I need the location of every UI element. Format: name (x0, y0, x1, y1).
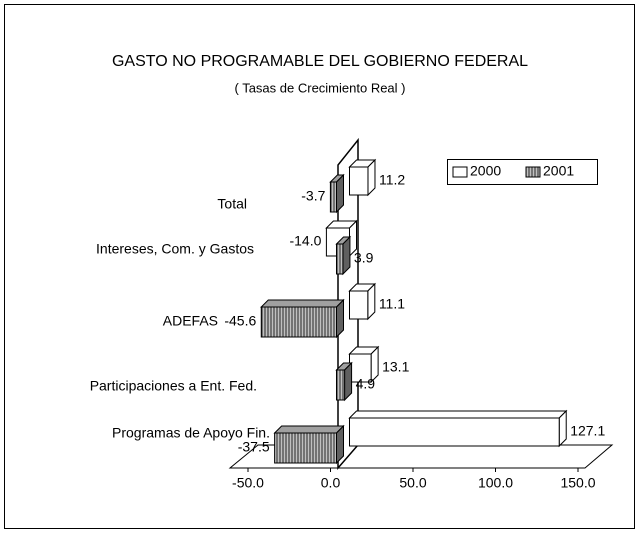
bar-side (336, 298, 344, 339)
chart-subtitle: ( Tasas de Crecimiento Real ) (235, 80, 406, 95)
bar-side (344, 361, 353, 402)
value-label: 13.1 (382, 359, 409, 375)
x-tick-label: 150.0 (560, 475, 595, 491)
chart-title: GASTO NO PROGRAMABLE DEL GOBIERNO FEDERA… (112, 53, 528, 70)
legend-label: 2001 (543, 163, 574, 179)
bar (349, 290, 369, 320)
bar (329, 181, 337, 213)
x-tick-label: 0.0 (321, 475, 341, 491)
value-label: 11.1 (379, 296, 405, 312)
value-label: -45.6 (224, 313, 256, 329)
bar-top (273, 425, 345, 434)
bar-top (348, 410, 568, 419)
bar (260, 306, 338, 338)
legend-swatch (525, 166, 541, 178)
category-label: Participaciones a Ent. Fed. (90, 378, 257, 394)
value-label: 3.9 (354, 250, 374, 266)
category-label: ADEFAS (163, 313, 218, 329)
legend-label: 2000 (470, 163, 501, 179)
bar (349, 417, 560, 447)
bar-side (558, 409, 567, 448)
bar-side (342, 235, 351, 276)
legend (447, 159, 598, 185)
x-tick-label: -50.0 (232, 475, 264, 491)
category-label: Intereses, Com. y Gastos (96, 241, 254, 257)
value-label: -37.5 (238, 439, 270, 455)
value-label: 11.2 (379, 172, 405, 188)
x-tick-label: 100.0 (478, 475, 513, 491)
bar-side (367, 158, 376, 197)
bar (349, 166, 369, 196)
value-label: -3.7 (301, 188, 325, 204)
bar-side (336, 173, 344, 214)
bar (274, 432, 337, 464)
legend-swatch (452, 166, 468, 178)
bar (336, 369, 346, 401)
bar-side (367, 282, 376, 321)
category-label: Programas de Apoyo Fin. (112, 425, 270, 441)
value-label: 4.9 (356, 376, 376, 392)
value-label: -14.0 (289, 233, 321, 249)
value-label: 127.1 (570, 423, 605, 439)
bar-top (260, 299, 345, 308)
bar (336, 243, 344, 275)
x-tick-label: 50.0 (399, 475, 426, 491)
bar-side (336, 424, 344, 465)
category-label: Total (217, 196, 247, 212)
